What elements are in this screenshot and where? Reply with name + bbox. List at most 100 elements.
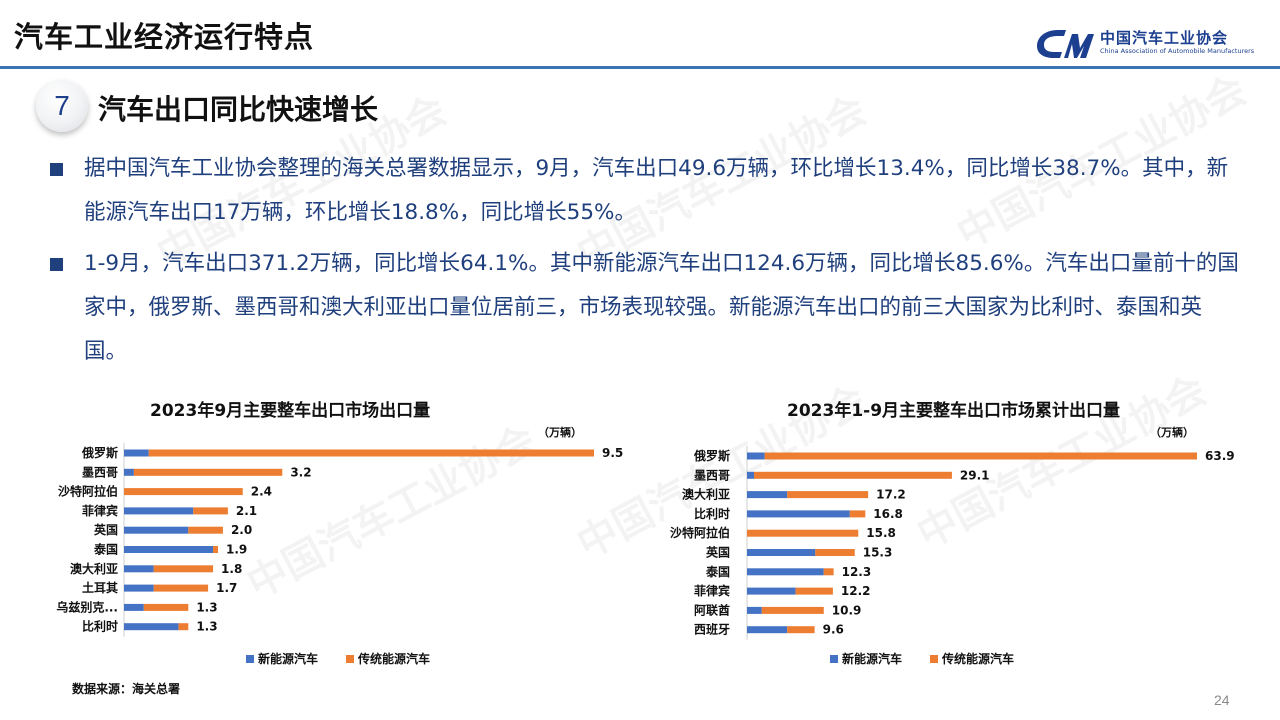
category-label: 菲律宾 — [694, 583, 730, 598]
category-label: 比利时 — [82, 619, 118, 634]
bar-segment-traditional — [754, 471, 952, 479]
bullet-paragraph: 1-9月，汽车出口371.2万辆，同比增长64.1%。其中新能源汽车出口124.… — [50, 242, 1240, 374]
bar-segment-traditional — [823, 568, 834, 576]
bullet-square-icon — [50, 163, 63, 176]
bar-segment-nev — [747, 568, 824, 576]
logo-english-name: China Association of Automobile Manufact… — [1100, 46, 1255, 55]
bar-segment-nev — [124, 623, 179, 631]
legend-label: 传统能源汽车 — [942, 652, 1015, 666]
legend-item-nev: 新能源汽车 — [830, 650, 902, 667]
chart-legend: 新能源汽车 传统能源汽车 — [830, 650, 1042, 667]
bullet-square-icon — [50, 258, 63, 271]
legend-label: 传统能源汽车 — [358, 652, 431, 666]
chart-title: 2023年1-9月主要整车出口市场累计出口量 — [787, 401, 1121, 421]
legend-item-traditional: 传统能源汽车 — [930, 650, 1014, 667]
bar-segment-nev — [124, 603, 144, 611]
data-label: 16.8 — [873, 507, 903, 521]
bar-segment-traditional — [747, 529, 859, 537]
bar-segment-nev — [747, 606, 762, 614]
category-label: 菲律宾 — [82, 503, 118, 518]
category-label: 乌兹别克... — [56, 599, 118, 614]
bar-segment-nev — [747, 626, 788, 634]
data-label: 3.2 — [290, 465, 311, 479]
category-label: 澳大利亚 — [70, 561, 118, 576]
category-label: 俄罗斯 — [693, 448, 730, 463]
bullet-paragraph: 据中国汽车工业协会整理的海关总署数据显示，9月，汽车出口49.6万辆，环比增长1… — [50, 147, 1240, 235]
bar-segment-nev — [747, 491, 788, 499]
legend-swatch — [930, 654, 939, 663]
data-label: 9.6 — [823, 623, 844, 637]
data-label: 2.0 — [231, 523, 252, 537]
bar-segment-traditional — [849, 510, 866, 518]
bar-segment-traditional — [153, 565, 214, 573]
legend-swatch — [246, 654, 254, 663]
data-label: 1.8 — [221, 562, 242, 576]
data-label: 9.5 — [602, 446, 623, 460]
bar-segment-traditional — [764, 452, 1197, 460]
category-label: 沙特阿拉伯 — [58, 484, 118, 499]
data-label: 1.3 — [196, 620, 217, 634]
category-label: 泰国 — [705, 564, 730, 579]
bar-segment-nev — [124, 526, 189, 534]
data-label: 15.8 — [866, 526, 896, 540]
bar-segment-traditional — [193, 507, 228, 515]
bar-segment-traditional — [761, 606, 824, 614]
section-number-badge: 7 — [36, 80, 88, 132]
category-label: 澳大利亚 — [682, 487, 730, 502]
bar-segment-traditional — [787, 626, 815, 634]
category-label: 西班牙 — [694, 622, 730, 637]
legend-swatch — [830, 654, 838, 663]
chart-legend: 新能源汽车 传统能源汽车 — [246, 650, 458, 667]
paragraph-text: 1-9月，汽车出口371.2万辆，同比增长64.1%。其中新能源汽车出口124.… — [84, 251, 1239, 364]
caam-logo: 中国汽车工业协会 China Association of Automobile… — [1034, 22, 1254, 62]
chart-jan-sep-cumulative-exports: 俄罗斯 63.9 墨西哥 29.1 澳大利亚 17.2 比利时 16.8 沙特阿拉伯 15.8 英国… — [640, 390, 1280, 680]
data-label: 1.7 — [216, 581, 237, 595]
data-label: 12.2 — [841, 584, 871, 598]
legend-item-traditional: 传统能源汽车 — [346, 650, 430, 667]
data-label: 10.9 — [832, 603, 862, 617]
data-label: 29.1 — [960, 468, 990, 482]
category-label: 俄罗斯 — [81, 445, 118, 460]
data-label: 2.1 — [236, 504, 257, 518]
section-title: 汽车出口同比快速增长 — [98, 93, 379, 126]
bar-segment-traditional — [124, 488, 243, 496]
data-label: 15.3 — [863, 546, 893, 560]
bar-segment-traditional — [143, 603, 189, 611]
data-label: 12.3 — [842, 565, 872, 579]
bar-segment-traditional — [153, 584, 209, 592]
category-label: 阿联酋 — [694, 602, 730, 617]
chart-unit-label: （万辆） — [538, 426, 582, 439]
legend-swatch — [346, 654, 355, 663]
bar-segment-nev — [124, 468, 134, 476]
data-label: 63.9 — [1205, 449, 1235, 463]
category-label: 墨西哥 — [82, 465, 118, 479]
data-source-note: 数据来源：海关总署 — [72, 682, 181, 696]
category-label: 土耳其 — [82, 580, 118, 595]
logo-chinese-name: 中国汽车工业协会 — [1100, 28, 1229, 47]
legend-item-nev: 新能源汽车 — [246, 650, 318, 667]
category-label: 比利时 — [694, 506, 730, 521]
data-label: 17.2 — [876, 488, 906, 502]
category-label: 沙特阿拉伯 — [670, 525, 730, 540]
bar-segment-traditional — [178, 623, 189, 631]
data-label: 1.9 — [226, 543, 247, 557]
data-label: 1.3 — [196, 600, 217, 614]
bar-segment-traditional — [133, 468, 283, 476]
category-label: 泰国 — [93, 542, 118, 557]
bar-segment-nev — [124, 584, 154, 592]
bar-segment-traditional — [213, 546, 218, 553]
chart-september-plot: 俄罗斯 9.5 墨西哥 3.2 沙特阿拉伯 2.4 菲律宾 2.1 英国 2.0 泰国 1.9 澳大利亚… — [56, 443, 623, 637]
bar-segment-traditional — [148, 449, 594, 457]
bar-segment-nev — [124, 565, 154, 573]
bar-segment-nev — [747, 510, 850, 518]
bar-segment-nev — [747, 549, 816, 556]
chart-unit-label: （万辆） — [1150, 426, 1194, 439]
bar-segment-nev — [124, 507, 194, 515]
bar-segment-traditional — [795, 587, 833, 595]
legend-label: 新能源汽车 — [842, 652, 903, 666]
chart-title: 2023年9月主要整车出口市场出口量 — [150, 401, 431, 421]
paragraph-text: 据中国汽车工业协会整理的海关总署数据显示，9月，汽车出口49.6万辆，环比增长1… — [84, 156, 1229, 225]
page-number: 24 — [1214, 692, 1230, 708]
category-label: 墨西哥 — [694, 468, 730, 482]
category-label: 英国 — [706, 545, 730, 560]
